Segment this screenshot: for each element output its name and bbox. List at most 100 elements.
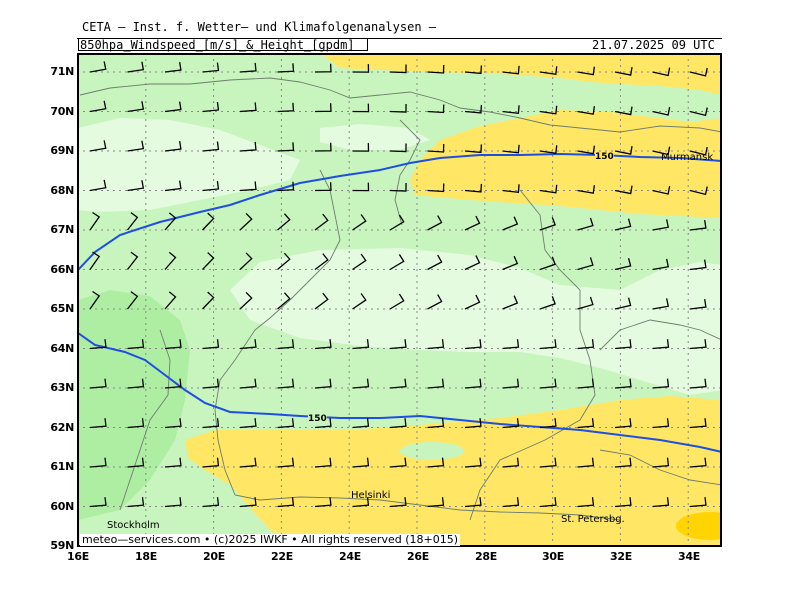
- wind-barb: [652, 67, 671, 77]
- wind-barb: [464, 339, 482, 350]
- wind-barb: [502, 378, 520, 389]
- wind-barb: [577, 106, 596, 115]
- wind-barb: [614, 297, 632, 310]
- wind-barb: [126, 212, 139, 231]
- wind-barb: [427, 183, 445, 193]
- wind-barb: [164, 101, 182, 113]
- wind-barb: [652, 219, 670, 231]
- wind-barb: [314, 378, 332, 389]
- map-footer-credit: meteo—services.com • (c)2025 IWKF • All …: [80, 533, 460, 546]
- wind-barb: [127, 339, 145, 350]
- wind-barb: [352, 214, 367, 231]
- wind-barb: [389, 254, 405, 271]
- wind-barb: [314, 142, 332, 152]
- wind-speed-region-pale-center: [230, 248, 720, 395]
- wind-barb: [239, 457, 257, 468]
- wind-barb: [239, 339, 257, 350]
- wind-barb: [127, 418, 145, 429]
- wind-barb: [614, 339, 632, 350]
- lat-label-59n: 59N: [50, 539, 74, 552]
- wind-barb: [389, 143, 407, 153]
- lat-label-69n: 69N: [50, 144, 74, 157]
- wind-barb: [164, 378, 182, 389]
- wind-barb: [539, 339, 557, 350]
- wind-barb: [427, 418, 445, 429]
- wind-barb: [277, 418, 295, 429]
- wind-barb: [502, 497, 520, 508]
- lon-label-28e: 28E: [475, 550, 497, 563]
- wind-barb: [352, 497, 370, 508]
- contour-label-south: 150: [308, 414, 327, 424]
- wind-barbs: [89, 61, 708, 508]
- wind-barb: [277, 457, 295, 468]
- wind-barb: [277, 142, 295, 152]
- wind-barb: [127, 101, 145, 113]
- wind-barb: [239, 378, 257, 389]
- wind-barb: [427, 339, 445, 350]
- coastlines: [79, 77, 720, 521]
- wind-barb: [389, 293, 405, 310]
- wind-barb: [652, 457, 670, 468]
- wind-barb: [89, 140, 107, 152]
- wind-barb: [314, 103, 332, 113]
- wind-barb: [689, 146, 708, 156]
- wind-barb: [689, 457, 707, 468]
- wind-barb: [502, 65, 520, 75]
- wind-barb: [89, 100, 107, 113]
- wind-barb: [577, 185, 596, 194]
- lat-label-70n: 70N: [50, 105, 74, 118]
- wind-barb: [652, 298, 670, 310]
- wind-barb: [464, 144, 483, 154]
- wind-barb: [89, 378, 107, 389]
- wind-barb: [464, 378, 482, 389]
- map-frame[interactable]: 150 150 Murmansk Helsinki Stockholm St. …: [77, 53, 722, 547]
- wind-barb: [239, 212, 253, 231]
- wind-barb: [314, 253, 329, 271]
- wind-barb: [539, 184, 558, 194]
- wind-barb: [127, 140, 145, 152]
- wind-barb: [314, 182, 332, 192]
- wind-barb: [539, 378, 557, 389]
- wind-barb: [352, 64, 370, 73]
- wind-barb: [614, 146, 633, 155]
- wind-barb: [202, 378, 220, 389]
- wind-barb: [202, 101, 220, 113]
- wind-barb: [239, 181, 257, 192]
- wind-barb: [652, 106, 671, 116]
- wind-barb: [577, 217, 594, 231]
- lat-label-60n: 60N: [50, 500, 74, 513]
- wind-barb: [239, 291, 253, 310]
- wind-barb: [539, 145, 558, 154]
- wind-barb: [689, 186, 708, 196]
- wind-barb: [126, 291, 139, 310]
- wind-barb: [614, 106, 633, 116]
- wind-barb: [127, 497, 145, 508]
- lat-label-64n: 64N: [50, 342, 74, 355]
- lon-label-20e: 20E: [203, 550, 225, 563]
- wind-barb: [89, 497, 107, 508]
- wind-barb: [614, 378, 632, 389]
- wind-barb: [427, 378, 445, 389]
- wind-barb: [352, 378, 370, 389]
- wind-barb: [277, 497, 295, 508]
- wind-barb: [427, 104, 445, 114]
- wind-barb: [389, 214, 405, 231]
- wind-speed-region-pale-north: [79, 118, 300, 212]
- wind-barb: [689, 339, 707, 350]
- wind-barb: [464, 497, 482, 508]
- header-parameter: 850hpa_Windspeed_[m/s]_&_Height_[gpdm]: [80, 38, 355, 52]
- map-canvas[interactable]: [77, 53, 722, 547]
- wind-barb: [502, 105, 520, 115]
- wind-barb: [202, 212, 215, 231]
- wind-barb: [89, 290, 101, 310]
- wind-barb: [502, 184, 520, 194]
- wind-barb: [89, 211, 101, 231]
- wind-barb: [352, 143, 370, 152]
- wind-barb: [164, 497, 182, 508]
- header-datetime: 21.07.2025 09 UTC: [592, 38, 715, 52]
- wind-barb: [389, 378, 407, 389]
- wind-barb: [164, 339, 182, 350]
- wind-barb: [202, 457, 220, 468]
- wind-barb: [239, 141, 257, 152]
- lon-label-32e: 32E: [610, 550, 632, 563]
